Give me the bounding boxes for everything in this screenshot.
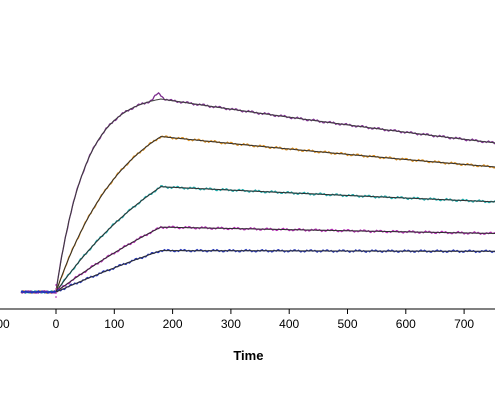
x-tick-label: -100	[0, 317, 10, 331]
x-tick-label: 100	[104, 317, 124, 331]
x-axis-title: Time	[233, 348, 263, 363]
x-tick-label: 700	[454, 317, 474, 331]
series-2-fit-line	[21, 135, 495, 293]
series-5-fit-line	[21, 250, 495, 293]
x-tick-label: 0	[53, 317, 60, 331]
x-tick-label: 600	[396, 317, 416, 331]
series-2-measured-line	[20, 135, 495, 294]
series-3-fit-line	[21, 186, 495, 293]
series-4-fit-line	[21, 226, 495, 293]
x-tick-label: 200	[163, 317, 183, 331]
series-4-measured-line	[20, 225, 495, 294]
x-tick-label: 400	[279, 317, 299, 331]
series-1-fit-line	[21, 98, 495, 293]
x-axis-ticks: -100 0 100 200 300 400 500 600 700	[0, 309, 474, 331]
series-layer	[20, 92, 495, 300]
series-5-measured-line	[20, 248, 495, 294]
x-tick-label: 500	[337, 317, 357, 331]
series-1-measured-line	[20, 92, 495, 294]
x-tick-label: 300	[221, 317, 241, 331]
